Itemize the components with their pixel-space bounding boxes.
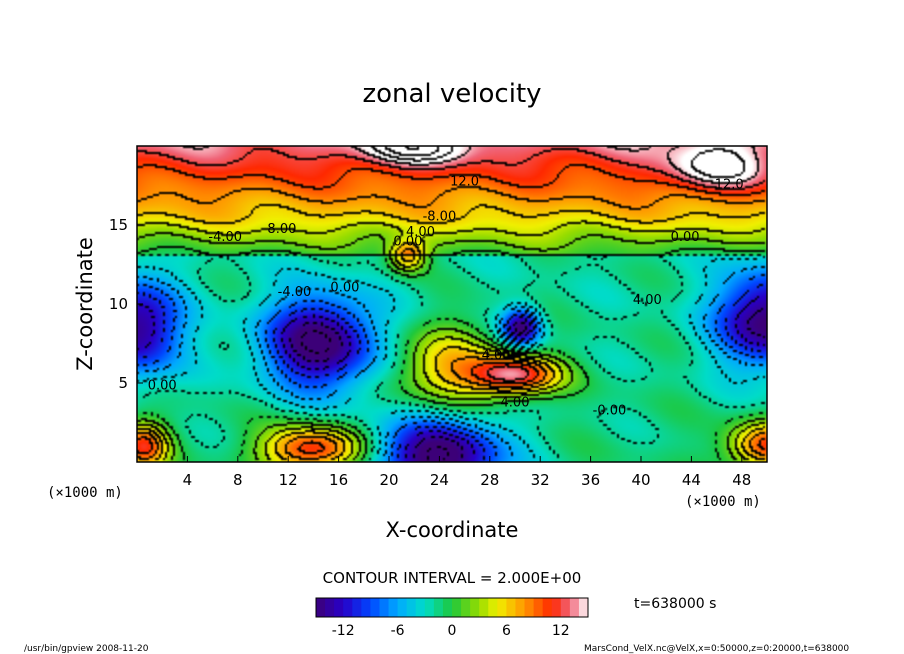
contour-label: 4.00 — [406, 225, 435, 240]
contour-interval-label: CONTOUR INTERVAL = 2.000E+00 — [323, 569, 582, 587]
y-axis-title: Z-coordinate — [73, 237, 97, 371]
colorbar-cell — [560, 598, 571, 617]
x-tick-label: 48 — [732, 471, 751, 489]
contour-label: 8.00 — [267, 222, 296, 237]
colorbar-tick-label: -12 — [332, 623, 355, 639]
colorbar-cell — [325, 598, 335, 617]
colorbar-cell — [352, 598, 362, 617]
contour-label: 12.0 — [715, 178, 744, 193]
colorbar-cell — [479, 598, 489, 617]
colorbar-cell — [470, 598, 480, 617]
colorbar: -12 -6 0 6 12 — [315, 597, 589, 639]
y-tick-label: 15 — [109, 216, 128, 234]
colorbar-cell — [424, 598, 435, 617]
colorbar-cell — [361, 598, 371, 617]
x-tick-label: 44 — [682, 471, 701, 489]
x-axis: 4 8 12 16 20 24 28 32 36 40 44 48 — [183, 456, 751, 489]
colorbar-cell — [370, 598, 380, 617]
contour-label: 4.00 — [482, 348, 511, 363]
contour-label: 0.00 — [330, 280, 359, 295]
colorbar-tick-label: -6 — [391, 623, 405, 639]
contour-label: 4.00 — [633, 293, 662, 308]
contour-label: 12.0 — [450, 175, 479, 190]
x-tick-label: 16 — [329, 471, 348, 489]
x-tick-label: 32 — [531, 471, 550, 489]
colorbar-cell — [316, 598, 326, 617]
x-unit-label-left: (×1000 m) — [47, 485, 123, 501]
colorbar-cell — [433, 598, 444, 617]
y-axis: 5 10 15 — [109, 216, 143, 392]
x-tick-label: 8 — [233, 471, 243, 489]
y-tick-label: 10 — [109, 295, 128, 313]
colorbar-cell — [397, 598, 408, 617]
x-tick-label: 36 — [581, 471, 600, 489]
colorbar-cell — [524, 598, 535, 617]
colorbar-tick-label: 6 — [502, 623, 511, 639]
footer-right: MarsCond_VelX.nc@VelX,x=0:50000,z=0:2000… — [584, 644, 849, 654]
x-tick-label: 28 — [480, 471, 499, 489]
colorbar-tick-label: 0 — [448, 623, 457, 639]
contour-label: -8.00 — [423, 209, 457, 224]
colorbar-cell — [461, 598, 471, 617]
colorbar-cell — [442, 598, 453, 617]
x-axis-title: X-coordinate — [386, 518, 519, 542]
colorbar-cell — [533, 598, 544, 617]
plot-area: 12.0 12.08.00-4.00-8.004.000.00 0.00-4.00 0… — [109, 145, 768, 489]
colorbar-cell — [452, 598, 462, 617]
contour-label: 0.00 — [671, 230, 700, 245]
x-tick-label: 40 — [631, 471, 650, 489]
contour-label: -0.00 — [593, 404, 627, 419]
colorbar-cell — [515, 598, 526, 617]
time-label: t=638000 s — [634, 596, 716, 612]
colorbar-cell — [488, 598, 498, 617]
contour-label: 0.00 — [393, 235, 422, 250]
colorbar-cell — [497, 598, 507, 617]
colorbar-cell — [506, 598, 516, 617]
velocity-heatmap — [137, 146, 767, 462]
contour-label: 4.00 — [501, 396, 530, 411]
x-unit-label-right: (×1000 m) — [685, 494, 761, 510]
chart-title: zonal velocity — [362, 79, 541, 109]
colorbar-cell — [578, 598, 589, 617]
footer-left: /usr/bin/gpview 2008-11-20 — [24, 644, 149, 654]
colorbar-tick-label: 12 — [552, 623, 570, 639]
colorbar-cell — [415, 598, 426, 617]
colorbar-ticks: -12 -6 0 6 12 — [332, 623, 570, 639]
x-tick-label: 12 — [279, 471, 298, 489]
colorbar-cell — [406, 598, 417, 617]
colorbar-cell — [334, 598, 344, 617]
x-tick-label: 20 — [379, 471, 398, 489]
x-tick-label: 4 — [183, 471, 193, 489]
colorbar-cell — [379, 598, 390, 617]
x-tick-label: 24 — [430, 471, 449, 489]
contour-label: 0.00 — [148, 378, 177, 393]
contour-label: -4.00 — [278, 285, 312, 300]
contour-labels: 12.0 12.08.00-4.00-8.004.000.00 0.00-4.00 0… — [148, 175, 744, 419]
colorbar-cell — [542, 598, 553, 617]
contour-label: -4.00 — [208, 230, 242, 245]
colorbar-cell — [569, 598, 580, 617]
colorbar-cell — [551, 598, 562, 617]
y-tick-label: 5 — [118, 374, 128, 392]
colorbar-cell — [343, 598, 353, 617]
colorbar-cell — [388, 598, 399, 617]
